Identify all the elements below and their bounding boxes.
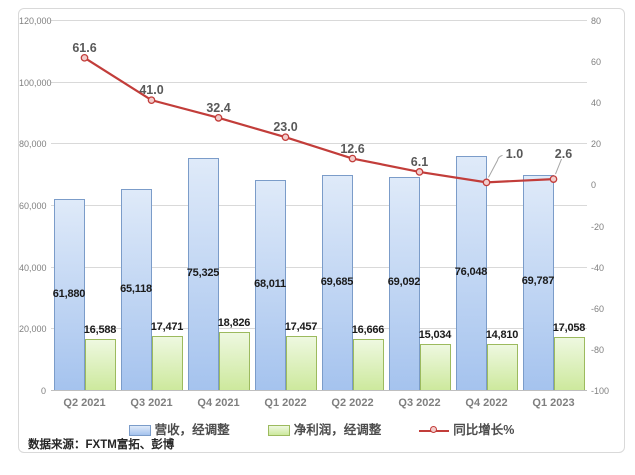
legend-label-net-profit: 净利润，经调整 xyxy=(293,422,382,437)
line-point-marker xyxy=(214,113,223,122)
growth-line-swatch-icon xyxy=(419,425,450,435)
bar-revenue xyxy=(388,176,420,390)
bar-net-profit xyxy=(84,338,116,390)
bar-revenue xyxy=(187,157,219,390)
line-value-label: 41.0 xyxy=(139,83,164,98)
bar-value-label: 75,325 xyxy=(186,266,220,279)
gridline xyxy=(51,328,587,330)
y-axis-tick-right: 20 xyxy=(591,139,602,150)
y-axis-tick-right: 80 xyxy=(591,16,602,26)
bar-revenue xyxy=(53,199,85,390)
y-axis-tick-right: 0 xyxy=(591,180,597,191)
y-axis-tick-right: -60 xyxy=(591,303,605,314)
bar-value-label: 61,880 xyxy=(52,287,86,300)
y-axis-tick-left: 120,000 xyxy=(19,16,52,26)
legend-label-revenue: 营收，经调整 xyxy=(154,422,230,437)
line-value-label: 32.4 xyxy=(206,100,231,115)
bar-value-label: 68,011 xyxy=(254,278,286,291)
line-value-label: 2.6 xyxy=(554,147,573,162)
gridline xyxy=(51,143,587,145)
x-axis-label: Q1 2023 xyxy=(532,397,575,409)
gridline xyxy=(51,205,587,206)
line-value-label: 12.6 xyxy=(340,141,365,156)
x-axis-label: Q4 2022 xyxy=(465,397,508,409)
y-axis-tick-right: -40 xyxy=(591,262,605,273)
bar-net-profit xyxy=(151,336,183,390)
legend: 营收，经调整 净利润，经调整 同比增长% xyxy=(19,421,624,439)
bar-net-profit xyxy=(285,336,317,390)
x-axis-label: Q1 2022 xyxy=(264,397,307,409)
y-axis-tick-left: 20,000 xyxy=(19,324,47,335)
bar-value-label: 16,588 xyxy=(83,323,117,336)
bar-value-label: 16,666 xyxy=(351,323,385,336)
line-value-label: 1.0 xyxy=(505,147,524,162)
line-point-marker xyxy=(281,133,290,142)
bar-value-label: 69,787 xyxy=(521,275,555,288)
line-point-marker xyxy=(348,154,357,163)
y-axis-tick-left: 80,000 xyxy=(19,139,47,150)
x-axis-line xyxy=(51,390,587,391)
line-value-label: 23.0 xyxy=(273,120,298,135)
plot-area: 61,880 65,118 75,325 68,011 69,685 69,092 76,0… xyxy=(51,20,587,391)
line-point-marker xyxy=(482,178,491,187)
line-point-marker xyxy=(147,96,156,105)
chart-panel: 61,880 65,118 75,325 68,011 69,685 69,092 76,0… xyxy=(18,8,625,453)
y-axis-tick-left: 60,000 xyxy=(19,201,47,211)
bar-value-label: 69,092 xyxy=(387,276,421,289)
bar-value-label: 17,471 xyxy=(150,321,184,334)
legend-label-growth: 同比增长% xyxy=(453,422,515,437)
bar-value-label: 18,826 xyxy=(217,316,251,329)
line-value-label: 61.6 xyxy=(72,40,97,55)
y-axis-tick-left: 0 xyxy=(40,386,46,396)
y-axis-tick-right: -80 xyxy=(591,344,605,355)
y-axis-tick-right: -100 xyxy=(591,386,610,396)
x-axis-label: Q2 2022 xyxy=(331,397,374,409)
bar-net-profit xyxy=(419,343,451,390)
bar-value-label: 17,457 xyxy=(284,321,318,334)
line-point-marker xyxy=(549,175,558,183)
legend-item-net-profit: 净利润，经调整 xyxy=(267,422,382,438)
y-axis-tick-right: -20 xyxy=(591,221,605,232)
y-axis-tick-left: 100,000 xyxy=(19,77,52,88)
x-axis-label: Q2 2021 xyxy=(63,397,106,409)
legend-item-growth: 同比增长% xyxy=(419,423,514,438)
gridline xyxy=(51,266,587,268)
y-axis-tick-right: 40 xyxy=(591,98,602,109)
bar-net-profit xyxy=(218,331,250,390)
bar-value-label: 15,034 xyxy=(418,328,452,341)
label-leader-line xyxy=(488,154,503,178)
legend-item-revenue: 营收，经调整 xyxy=(128,422,230,438)
bar-value-label: 76,048 xyxy=(454,265,488,278)
bar-value-label: 69,685 xyxy=(320,275,354,288)
bar-revenue xyxy=(522,174,554,390)
bar-value-label: 17,058 xyxy=(552,322,586,335)
y-axis-tick-right: 60 xyxy=(591,57,602,68)
line-point-marker xyxy=(415,168,424,176)
net-profit-swatch-icon xyxy=(267,424,290,436)
bar-net-profit xyxy=(486,344,518,390)
x-axis-label: Q3 2022 xyxy=(398,397,441,409)
bar-revenue xyxy=(321,175,353,390)
y-axis-tick-left: 40,000 xyxy=(19,262,47,273)
gridline xyxy=(51,81,587,83)
line-value-label: 6.1 xyxy=(410,154,429,169)
growth-line xyxy=(83,56,554,184)
label-leader-line xyxy=(555,158,562,175)
line-point-marker xyxy=(80,53,89,62)
bar-revenue xyxy=(120,189,152,390)
source-note: 数据来源：FXTM富拓、彭博 xyxy=(28,439,175,451)
x-axis-label: Q4 2021 xyxy=(197,397,240,409)
bar-net-profit xyxy=(553,337,585,390)
revenue-swatch-icon xyxy=(128,424,151,436)
bar-value-label: 14,810 xyxy=(485,329,519,342)
bar-revenue xyxy=(455,155,487,390)
growth-line-layer xyxy=(80,53,562,187)
bar-revenue xyxy=(254,180,286,390)
bar-value-label: 65,118 xyxy=(120,282,152,295)
x-axis-label: Q3 2021 xyxy=(130,397,173,409)
gridline xyxy=(51,20,587,21)
bar-net-profit xyxy=(352,338,384,390)
